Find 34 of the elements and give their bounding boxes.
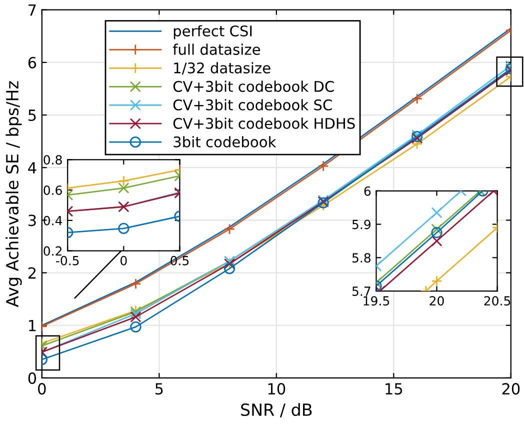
x-tick-label: 15: [386, 383, 402, 395]
x-tick-label: 10: [268, 383, 286, 395]
y-tick-label: 0.4: [44, 216, 62, 226]
legend-label: CV+3bit codebook HDHS: [173, 118, 355, 129]
x-axis-title: SNR / dB: [241, 403, 312, 418]
y-tick-label: 4: [28, 162, 36, 174]
y-tick-label: 0: [28, 372, 36, 384]
legend-label: 1/32 datasize: [174, 62, 270, 75]
y-tick-label: 0.6: [44, 186, 62, 195]
y-tick-label: 0.2: [44, 246, 62, 256]
x-tick-label: -0.5: [56, 256, 79, 266]
y-tick-label: 5: [28, 110, 36, 122]
legend-label: full datasize: [172, 44, 260, 55]
y-tick-label: 7: [28, 4, 36, 16]
y-tick-label: 5.7: [352, 286, 370, 296]
legend-label: CV+3bit codebook SC: [173, 99, 332, 110]
legend-label: 3bit codebook: [174, 136, 276, 148]
y-tick-label: 6: [28, 56, 36, 68]
y-tick-label: 5.8: [352, 253, 371, 263]
y-tick-label: 1: [29, 320, 36, 332]
x-tick-label: 0: [120, 256, 127, 266]
x-tick-label: 20.5: [484, 296, 510, 306]
x-tick-label: 20: [502, 383, 520, 395]
x-tick-label: 20: [430, 296, 444, 306]
y-tick-label: 3: [28, 214, 36, 226]
y-tick-label: 6: [364, 186, 371, 196]
x-tick-label: 19.5: [364, 296, 390, 306]
y-axis-title: Avg Achievable SE / bps/Hz: [6, 81, 22, 308]
y-tick-label: 5.9: [352, 220, 370, 230]
x-tick-label: 5: [155, 383, 163, 395]
y-tick-label: 0.8: [44, 155, 62, 165]
y-tick-label: 2: [28, 267, 36, 279]
legend-label: CV+3bit codebook DC: [173, 80, 334, 92]
legend-label: perfect CSI: [174, 25, 252, 40]
